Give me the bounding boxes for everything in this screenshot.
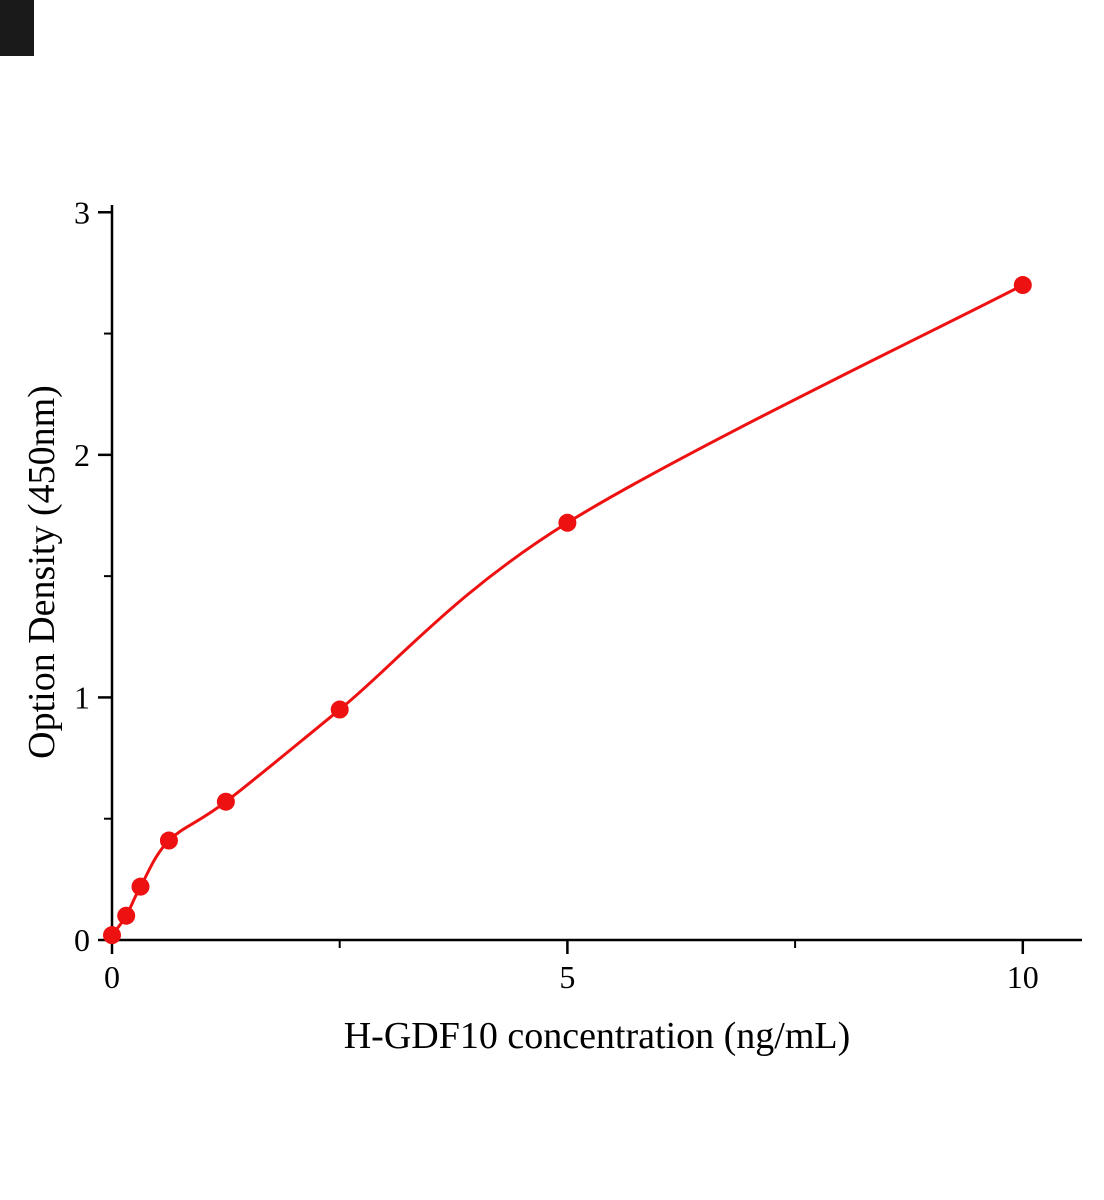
y-tick-label: 2 bbox=[74, 437, 90, 473]
y-tick-label: 3 bbox=[74, 194, 90, 230]
data-point bbox=[131, 877, 150, 896]
data-point bbox=[558, 513, 577, 532]
data-point bbox=[103, 926, 121, 945]
axis-spines bbox=[110, 205, 1082, 942]
data-point bbox=[1013, 276, 1032, 295]
x-tick-label: 0 bbox=[104, 959, 120, 995]
x-tick-label: 10 bbox=[1007, 959, 1039, 995]
y-axis-label: Option Density (450nm) bbox=[21, 385, 63, 759]
y-tick-label: 1 bbox=[74, 679, 90, 715]
x-axis-label: H-GDF10 concentration (ng/mL) bbox=[343, 1015, 851, 1057]
data-point bbox=[159, 831, 178, 850]
data-point bbox=[330, 700, 349, 719]
data-point bbox=[216, 792, 235, 811]
data-point bbox=[117, 906, 136, 925]
x-tick-label: 5 bbox=[559, 959, 575, 995]
fitted-curve bbox=[110, 283, 1025, 937]
corner-crop-artifact bbox=[0, 0, 34, 56]
y-tick-label: 0 bbox=[74, 922, 90, 958]
